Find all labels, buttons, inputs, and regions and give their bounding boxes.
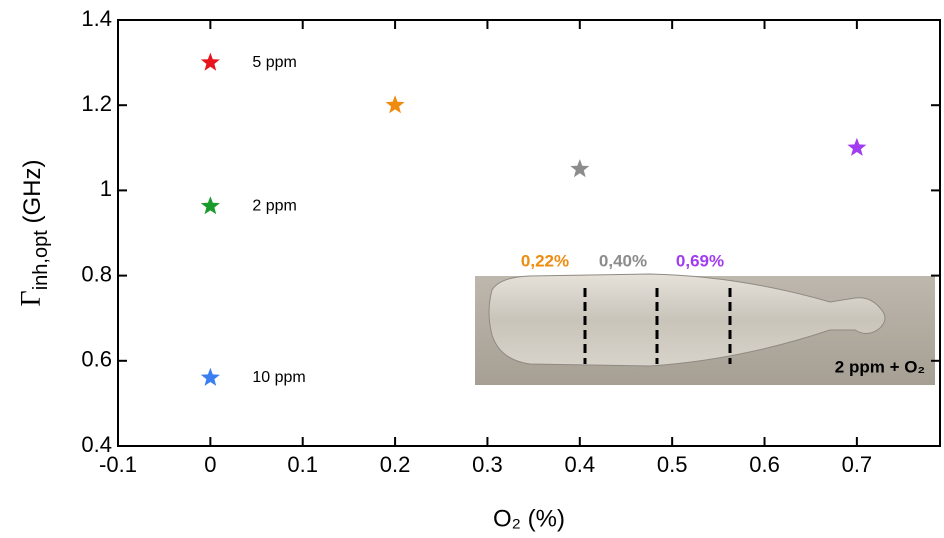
x-tick-label: 0.6 <box>749 452 780 477</box>
x-tick-label: 0.1 <box>287 452 318 477</box>
y-tick-label: 0.8 <box>81 261 112 286</box>
inset-legend: 0,40% <box>599 251 647 270</box>
y-tick-label: 0.6 <box>81 347 112 372</box>
x-tick-label: -0.1 <box>99 452 137 477</box>
inset-photo <box>475 273 935 385</box>
inset-legend: 0,22% <box>521 251 569 270</box>
star-marker <box>847 137 867 156</box>
y-tick-label: 1.4 <box>81 6 112 31</box>
y-tick-label: 1.2 <box>81 91 112 116</box>
point-label: 5 ppm <box>252 54 296 71</box>
x-tick-label: 0.2 <box>380 452 411 477</box>
inset-legend: 0,69% <box>676 251 724 270</box>
x-axis-label: O₂ (%) <box>493 505 565 532</box>
star-marker <box>200 52 220 71</box>
star-marker <box>200 196 220 215</box>
point-label: 10 ppm <box>252 369 305 386</box>
inset-label: 2 ppm + O₂ <box>835 357 925 376</box>
x-tick-label: 0.5 <box>657 452 688 477</box>
x-tick-label: 0 <box>204 452 216 477</box>
star-marker <box>385 95 405 114</box>
y-tick-label: 0.4 <box>81 432 112 457</box>
y-axis-label: Γinh,opt (GHz) <box>16 160 52 307</box>
x-tick-label: 0.7 <box>842 452 873 477</box>
x-tick-label: 0.4 <box>565 452 596 477</box>
star-marker <box>200 367 220 386</box>
x-tick-label: 0.3 <box>472 452 503 477</box>
plot-frame <box>117 19 941 447</box>
point-label: 2 ppm <box>252 197 296 214</box>
star-marker <box>570 159 590 178</box>
y-tick-label: 1 <box>100 176 112 201</box>
